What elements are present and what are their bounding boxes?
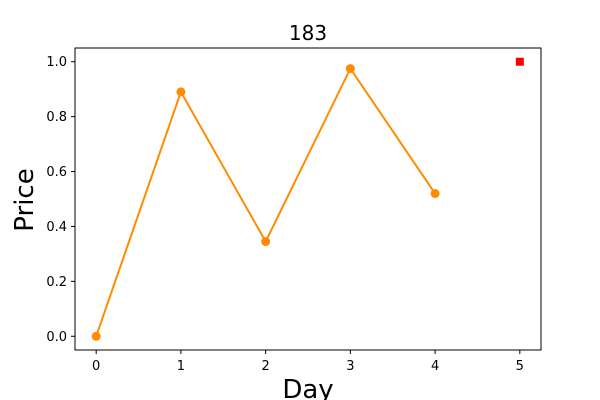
x-tick-label: 2	[261, 359, 269, 374]
data-point-marker	[176, 87, 186, 97]
y-tick-label: 0.0	[46, 330, 67, 345]
x-tick-label: 4	[431, 359, 439, 374]
x-tick-label: 5	[516, 359, 524, 374]
y-tick-label: 0.2	[46, 275, 67, 290]
plot-frame	[74, 47, 542, 351]
y-axis-label: Price	[10, 168, 40, 231]
y-tick-label: 0.8	[46, 110, 67, 125]
data-point-marker	[515, 57, 524, 66]
x-axis-label: Day	[282, 375, 333, 400]
data-point-marker	[261, 237, 271, 247]
y-tick-label: 0.4	[46, 220, 67, 235]
data-point-marker	[91, 331, 101, 341]
y-tick-label: 0.6	[46, 165, 67, 180]
y-tick-label: 1.0	[46, 55, 67, 70]
x-tick-label: 1	[177, 359, 185, 374]
data-point-marker	[345, 64, 355, 74]
data-point-marker	[430, 189, 440, 199]
x-tick-label: 3	[346, 359, 354, 374]
chart-title: 183	[289, 21, 327, 45]
x-tick-label: 0	[92, 359, 100, 374]
